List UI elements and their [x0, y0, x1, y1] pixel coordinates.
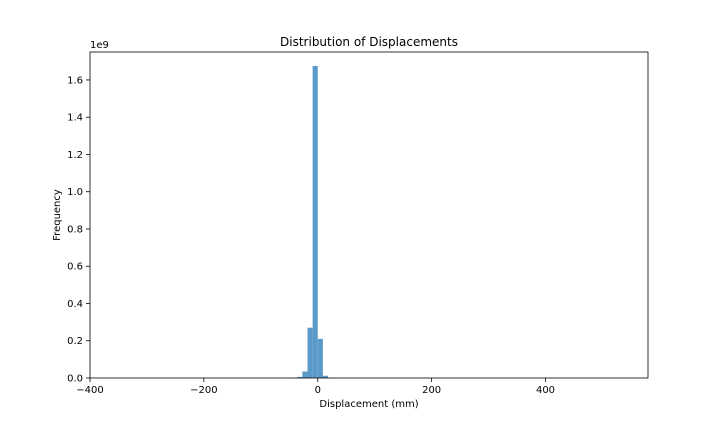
x-tick-label: −400 — [76, 385, 103, 396]
histogram-bar — [297, 376, 303, 378]
y-tick-label: 0.6 — [67, 262, 83, 273]
histogram-bar — [302, 371, 308, 378]
y-tick-label: 1.0 — [67, 187, 83, 198]
y-tick-label: 0.0 — [67, 374, 83, 385]
y-tick-label: 0.2 — [67, 336, 83, 347]
histogram-bar — [307, 327, 313, 378]
y-scale-label: 1e9 — [90, 40, 109, 51]
y-tick-label: 1.4 — [67, 113, 83, 124]
y-tick-label: 1.6 — [67, 75, 83, 86]
x-tick-label: 400 — [536, 385, 555, 396]
histogram-bar — [312, 65, 318, 378]
histogram-bar — [317, 338, 323, 378]
chart-title: Distribution of Displacements — [280, 35, 458, 49]
y-axis-ticks: 0.0 0.2 0.4 0.6 0.8 1.0 1.2 1.4 1.6 — [67, 75, 90, 385]
x-tick-label: 200 — [422, 385, 441, 396]
y-tick-label: 0.8 — [67, 224, 83, 235]
x-tick-label: −200 — [190, 385, 217, 396]
plot-frame — [89, 51, 649, 379]
x-tick-label: 0 — [315, 385, 321, 396]
histogram-bars — [292, 65, 334, 378]
x-axis-label: Displacement (mm) — [319, 399, 418, 410]
y-tick-label: 1.2 — [67, 150, 83, 161]
y-axis-label: Frequency — [52, 189, 63, 241]
histogram-bar — [322, 375, 329, 378]
y-tick-label: 0.4 — [67, 299, 83, 310]
x-axis-ticks: −400 −200 0 200 400 — [76, 378, 555, 396]
